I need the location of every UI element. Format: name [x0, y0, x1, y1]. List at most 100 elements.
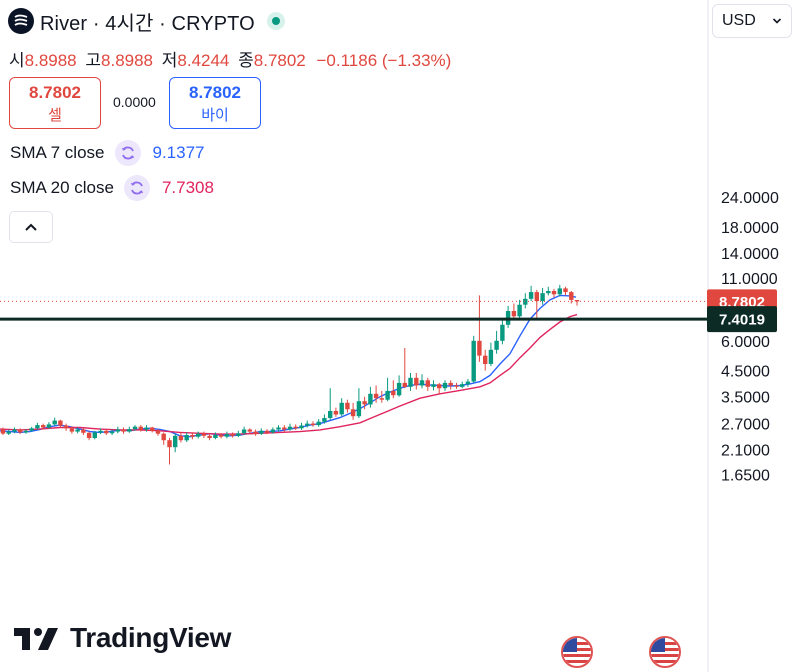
sell-button[interactable]: 8.7802 셀: [9, 77, 101, 129]
candle: [523, 293, 528, 309]
y-tick-label: 14.0000: [721, 246, 779, 263]
chevron-up-icon: [25, 223, 37, 231]
candle: [437, 382, 442, 394]
us-flag-icon[interactable]: [561, 636, 593, 668]
refresh-icon[interactable]: [114, 140, 141, 166]
candle: [230, 432, 235, 438]
candle: [270, 427, 275, 434]
candle: [167, 438, 172, 465]
candle: [241, 426, 247, 435]
refresh-icon[interactable]: [123, 175, 150, 201]
candle: [92, 430, 97, 440]
candle: [488, 342, 494, 367]
candle: [483, 349, 488, 371]
y-tick-label: 11.0000: [721, 271, 778, 288]
candle: [81, 428, 86, 435]
ohlc-values: 시8.8988 고8.8988 저8.4244 종8.7802 −0.1186 …: [9, 46, 451, 71]
candle: [155, 429, 161, 436]
candle: [132, 425, 138, 431]
collapse-legend-button[interactable]: [9, 211, 53, 243]
candle: [247, 428, 252, 434]
candle: [465, 379, 471, 387]
high-label: 고: [85, 51, 102, 70]
close-value: 8.7802: [253, 51, 306, 70]
y-tick-label: 1.6500: [721, 468, 770, 485]
low-label: 저: [161, 51, 178, 70]
symbol-header[interactable]: River · 4시간 · CRYPTO: [8, 6, 285, 36]
candle: [287, 423, 293, 431]
candle: [350, 402, 356, 420]
candle: [18, 428, 23, 435]
candle: [316, 419, 321, 427]
candle: [201, 431, 207, 438]
candle: [127, 426, 132, 433]
candle: [115, 426, 120, 434]
candle: [373, 385, 379, 403]
candle: [345, 399, 350, 413]
us-flag-icon[interactable]: [649, 636, 681, 668]
candle: [528, 285, 534, 302]
y-tick-label: 3.5000: [721, 390, 770, 407]
candle: [460, 381, 465, 389]
candle: [442, 380, 448, 391]
candle: [121, 427, 126, 434]
candle: [356, 388, 362, 418]
candle: [471, 335, 476, 383]
candle: [299, 422, 304, 430]
candle: [12, 427, 17, 434]
candle: [339, 398, 344, 417]
candle: [494, 330, 499, 354]
candle: [23, 429, 29, 434]
candle: [224, 431, 230, 439]
tradingview-wordmark: TradingView: [70, 622, 232, 653]
low-value: 8.4244: [177, 51, 230, 70]
indicator-sma20-name: SMA 20 close: [10, 178, 114, 197]
candle: [218, 433, 224, 439]
candle: [161, 432, 166, 445]
candle: [29, 426, 34, 432]
currency-select[interactable]: USD: [712, 4, 792, 38]
candle: [98, 428, 103, 435]
sell-label: 셀: [48, 107, 62, 124]
candle: [69, 426, 75, 434]
hline-price-tag: 7.4019: [707, 306, 777, 333]
buy-button[interactable]: 8.7802 바이: [169, 77, 261, 129]
candle: [368, 386, 373, 408]
candle: [333, 407, 339, 417]
candle: [75, 427, 80, 434]
buy-label: 바이: [201, 107, 229, 124]
indicator-sma7[interactable]: SMA 7 close 9.1377: [10, 139, 205, 167]
candle: [396, 375, 402, 397]
candle: [551, 288, 557, 298]
candle: [379, 390, 384, 403]
candle: [138, 425, 143, 432]
candle: [448, 380, 453, 390]
river-logo-icon: [8, 8, 34, 34]
candle: [385, 377, 390, 402]
candle: [419, 374, 425, 389]
candle: [425, 377, 430, 391]
candle: [104, 429, 109, 435]
candle: [534, 290, 539, 318]
candle: [6, 429, 11, 435]
candle: [557, 284, 562, 297]
sma7-line: [0, 294, 577, 438]
candle: [305, 420, 310, 428]
tradingview-logo[interactable]: TradingView: [14, 622, 231, 654]
candle: [253, 429, 258, 436]
candle: [408, 373, 413, 391]
candle: [391, 380, 396, 399]
candle: [207, 434, 212, 441]
indicator-sma20[interactable]: SMA 20 close 7.7308: [10, 174, 214, 202]
y-axis: 24.000018.000014.000011.00008.00006.0000…: [721, 190, 779, 485]
candle: [35, 422, 40, 430]
candle: [328, 388, 333, 420]
candle: [259, 428, 264, 435]
tradingview-logo-icon: [14, 628, 58, 650]
candle: [454, 382, 459, 389]
y-tick-label: 2.1000: [721, 443, 770, 460]
candle: [574, 300, 580, 306]
close-label: 종: [238, 51, 254, 70]
candle: [184, 432, 189, 442]
